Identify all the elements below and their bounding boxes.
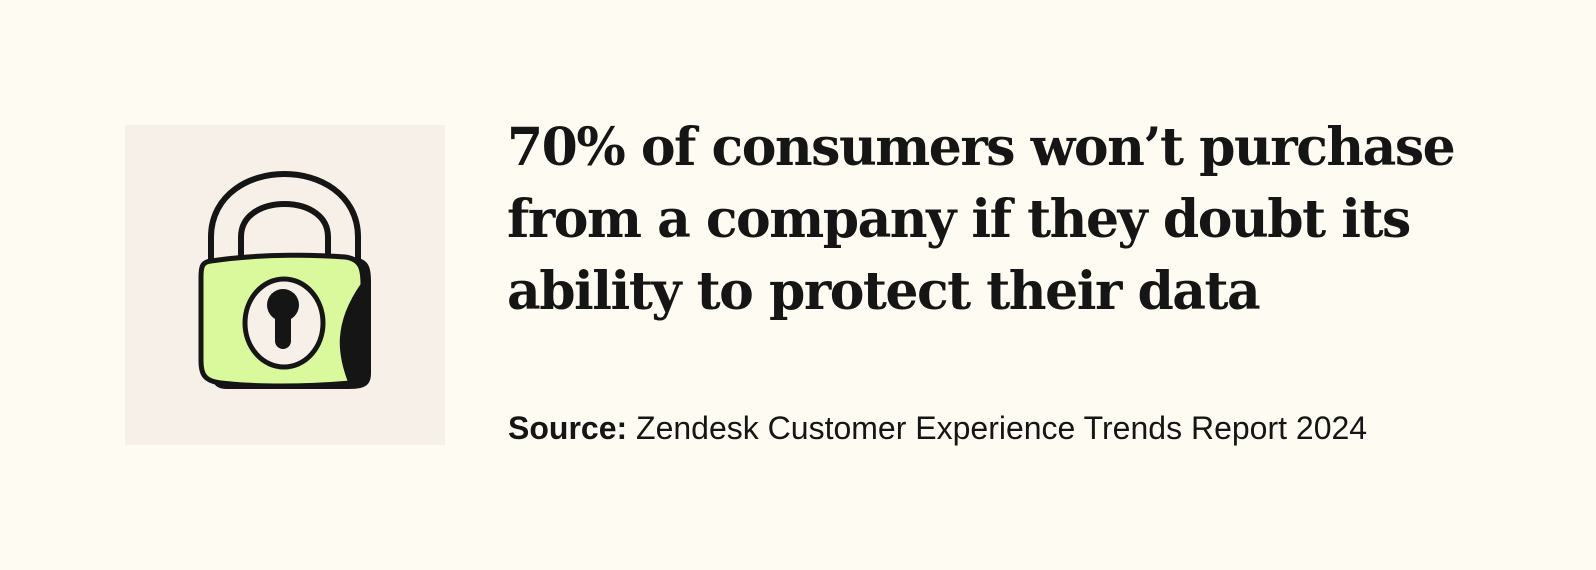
keyhole-icon (267, 289, 299, 349)
padlock-icon (198, 171, 371, 389)
source-label: Source: (508, 410, 628, 446)
source-citation: Source: Zendesk Customer Experience Tren… (508, 408, 1468, 448)
headline-stat: 70% of consumers won’t purchase from a c… (507, 117, 1456, 322)
illustration-panel (125, 125, 445, 445)
source-text: Zendesk Customer Experience Trends Repor… (636, 410, 1368, 446)
